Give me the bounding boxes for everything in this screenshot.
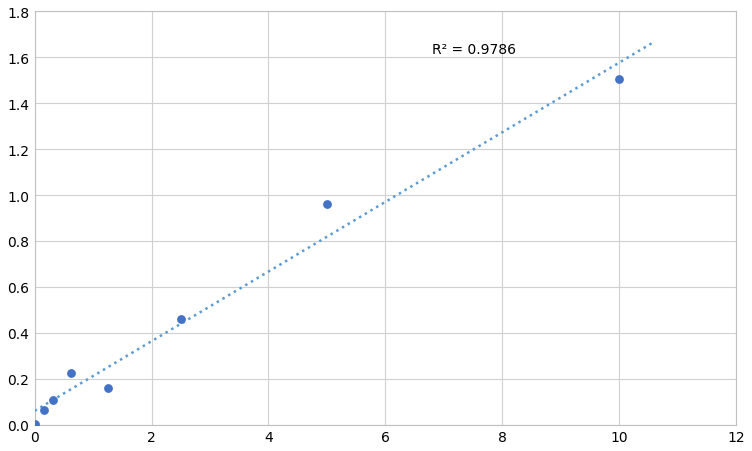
Point	[102, 384, 114, 391]
Point	[65, 370, 77, 377]
Point	[321, 201, 333, 208]
Point	[29, 420, 41, 428]
Text: R² = 0.9786: R² = 0.9786	[432, 43, 516, 57]
Point	[614, 76, 626, 83]
Point	[174, 315, 186, 322]
Point	[47, 396, 59, 404]
Point	[38, 406, 50, 414]
